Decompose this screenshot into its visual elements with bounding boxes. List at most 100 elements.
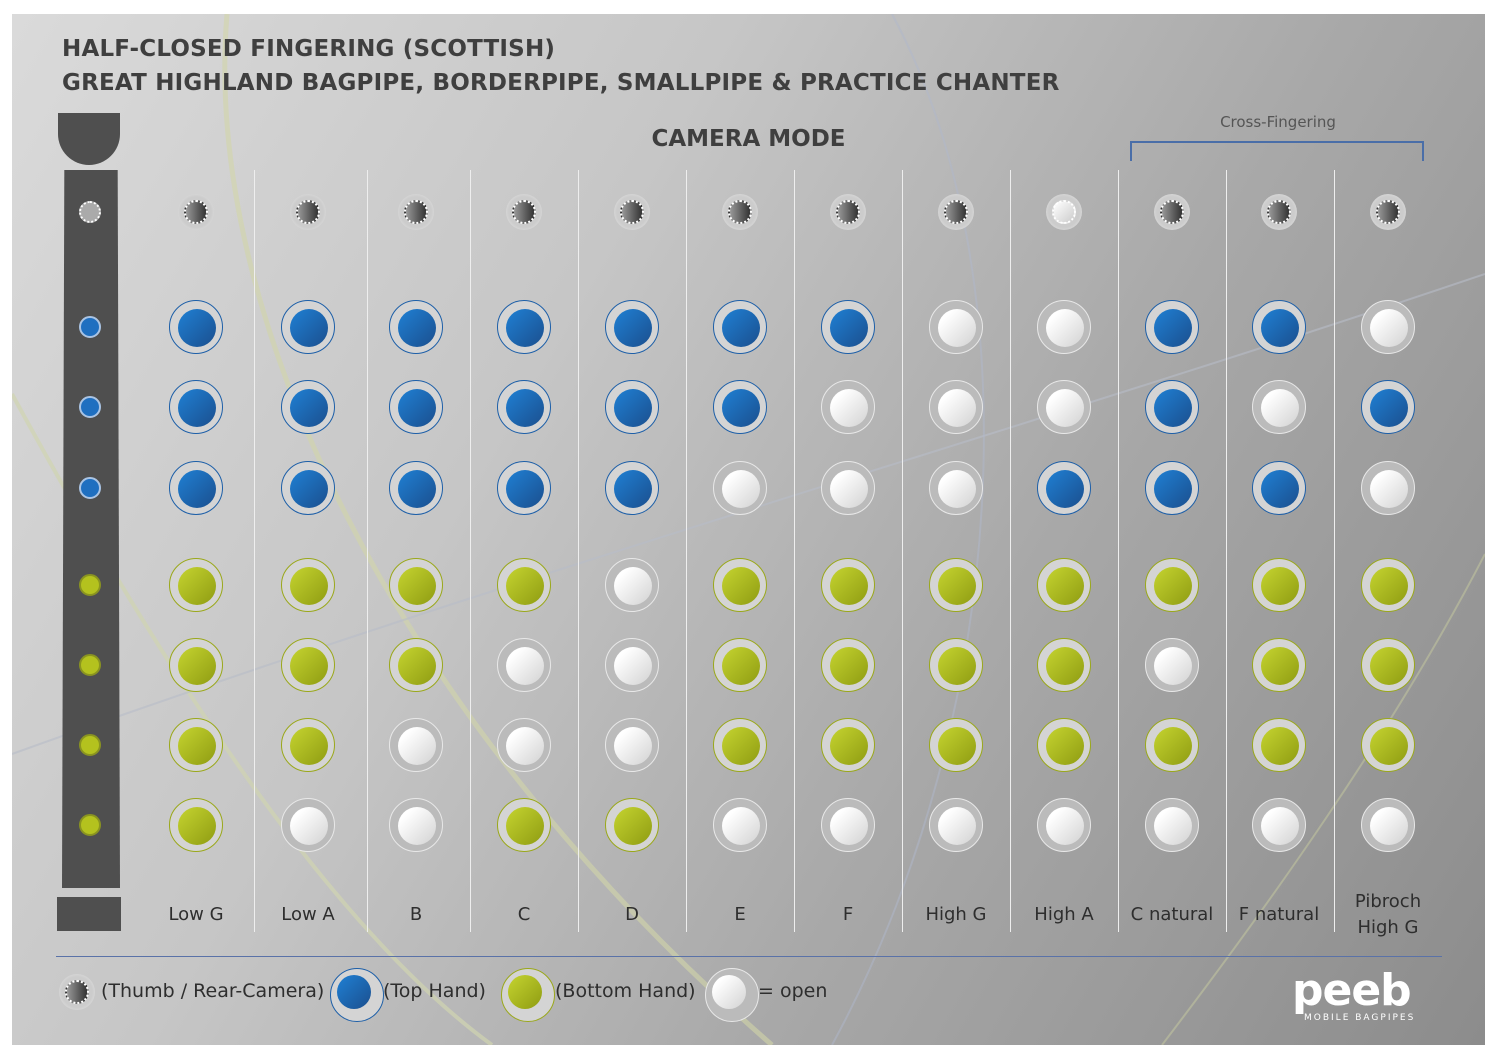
top-hand-hole-closed <box>605 461 659 515</box>
bottom-hand-hole-closed <box>605 798 659 852</box>
chanter-top <box>58 113 120 165</box>
thumb-hole-closed <box>1154 194 1190 230</box>
bottom-hand-hole-closed <box>169 558 223 612</box>
top-hand-hole-closed <box>281 300 335 354</box>
legend-open-icon <box>705 968 759 1022</box>
bottom-hand-hole-closed <box>389 638 443 692</box>
legend-bottom-label: (Bottom Hand) <box>555 980 696 1002</box>
chanter-thumb-hole <box>79 201 101 223</box>
top-hand-hole-open <box>713 461 767 515</box>
thumb-hole-closed <box>1261 194 1297 230</box>
chanter-top-hole <box>79 396 101 418</box>
chanter-bottom-hole <box>79 654 101 676</box>
thumb-hole-closed <box>178 194 214 230</box>
bottom-hand-hole-closed <box>1252 558 1306 612</box>
bottom-hand-hole-closed <box>281 558 335 612</box>
top-hand-hole-closed <box>1145 461 1199 515</box>
top-hand-hole-open <box>1361 461 1415 515</box>
thumb-hole-closed <box>938 194 974 230</box>
bottom-hand-hole-open <box>389 718 443 772</box>
decorative-curves <box>12 14 1485 1045</box>
legend-bottom-hand-icon <box>501 968 555 1022</box>
logo-word: peeb <box>1292 965 1412 1016</box>
chanter-body <box>62 170 120 888</box>
bottom-hand-hole-open <box>1145 638 1199 692</box>
thumb-hole-open <box>1046 194 1082 230</box>
bottom-hand-hole-open <box>497 638 551 692</box>
column-divider <box>1226 170 1227 932</box>
fingering-chart: HALF-CLOSED FINGERING (SCOTTISH) GREAT H… <box>12 14 1485 1045</box>
top-hand-hole-closed <box>389 300 443 354</box>
column-divider <box>794 170 795 932</box>
bottom-hand-hole-open <box>1145 798 1199 852</box>
thumb-hole-closed <box>830 194 866 230</box>
bottom-hand-hole-closed <box>929 718 983 772</box>
bottom-hand-hole-open <box>281 798 335 852</box>
top-hand-hole-closed <box>497 300 551 354</box>
peeb-logo: peeb MOBILE BAGPIPES <box>1292 965 1415 1024</box>
column-divider <box>686 170 687 932</box>
top-hand-hole-closed <box>281 380 335 434</box>
note-label: D <box>625 904 639 925</box>
bottom-hand-hole-closed <box>1252 638 1306 692</box>
bottom-hand-hole-closed <box>497 798 551 852</box>
thumb-hole-closed <box>398 194 434 230</box>
bottom-hand-hole-closed <box>821 718 875 772</box>
bottom-hand-hole-open <box>605 638 659 692</box>
chart-title: HALF-CLOSED FINGERING (SCOTTISH) <box>62 36 556 62</box>
bottom-hand-hole-closed <box>169 638 223 692</box>
top-hand-hole-closed <box>1037 461 1091 515</box>
column-divider <box>1334 170 1335 932</box>
cross-fingering-bracket <box>1130 141 1424 161</box>
top-hand-hole-closed <box>1252 300 1306 354</box>
bottom-hand-hole-open <box>389 798 443 852</box>
top-hand-hole-open <box>929 461 983 515</box>
top-hand-hole-closed <box>169 461 223 515</box>
bottom-hand-hole-open <box>713 798 767 852</box>
bottom-hand-hole-closed <box>281 638 335 692</box>
bottom-hand-hole-closed <box>1145 718 1199 772</box>
legend-thumb-label: (Thumb / Rear-Camera) <box>101 980 325 1002</box>
bottom-hand-hole-closed <box>713 558 767 612</box>
note-label: E <box>734 904 746 925</box>
bottom-hand-hole-closed <box>1361 718 1415 772</box>
bottom-hand-hole-closed <box>281 718 335 772</box>
chanter-top-hole <box>79 316 101 338</box>
top-hand-hole-closed <box>169 300 223 354</box>
top-hand-hole-closed <box>497 461 551 515</box>
top-hand-hole-open <box>929 380 983 434</box>
bottom-hand-hole-closed <box>1361 638 1415 692</box>
top-hand-hole-closed <box>389 461 443 515</box>
note-label: B <box>409 904 423 925</box>
bottom-hand-hole-closed <box>497 558 551 612</box>
legend-top-hand-icon <box>330 968 384 1022</box>
chanter-bottom-hole <box>79 734 101 756</box>
column-divider <box>367 170 368 932</box>
thumb-hole-closed <box>506 194 542 230</box>
top-hand-hole-closed <box>281 461 335 515</box>
top-hand-hole-closed <box>605 300 659 354</box>
bottom-hand-hole-closed <box>1037 558 1091 612</box>
bottom-hand-hole-open <box>929 798 983 852</box>
bottom-hand-hole-closed <box>1252 718 1306 772</box>
note-label: High G <box>925 904 987 925</box>
top-hand-hole-open <box>1361 300 1415 354</box>
thumb-hole-closed <box>290 194 326 230</box>
top-hand-hole-open <box>929 300 983 354</box>
top-hand-hole-open <box>1037 300 1091 354</box>
top-hand-hole-open <box>1037 380 1091 434</box>
note-label: Low G <box>168 904 224 925</box>
note-label: High A <box>1034 904 1094 925</box>
top-hand-hole-open <box>821 461 875 515</box>
column-divider <box>470 170 471 932</box>
bottom-hand-hole-open <box>1252 798 1306 852</box>
note-label: F <box>842 904 854 925</box>
bottom-hand-hole-open <box>497 718 551 772</box>
cross-fingering-label: Cross-Fingering <box>1220 113 1336 131</box>
top-hand-hole-closed <box>605 380 659 434</box>
chanter-top-hole <box>79 477 101 499</box>
bottom-hand-hole-closed <box>929 558 983 612</box>
chanter-bottom-hole <box>79 574 101 596</box>
top-hand-hole-closed <box>713 300 767 354</box>
top-hand-hole-closed <box>1145 380 1199 434</box>
